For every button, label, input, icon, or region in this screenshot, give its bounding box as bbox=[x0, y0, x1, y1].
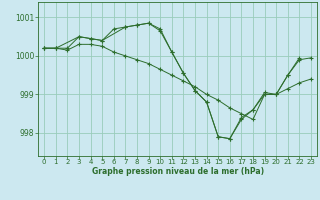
X-axis label: Graphe pression niveau de la mer (hPa): Graphe pression niveau de la mer (hPa) bbox=[92, 167, 264, 176]
